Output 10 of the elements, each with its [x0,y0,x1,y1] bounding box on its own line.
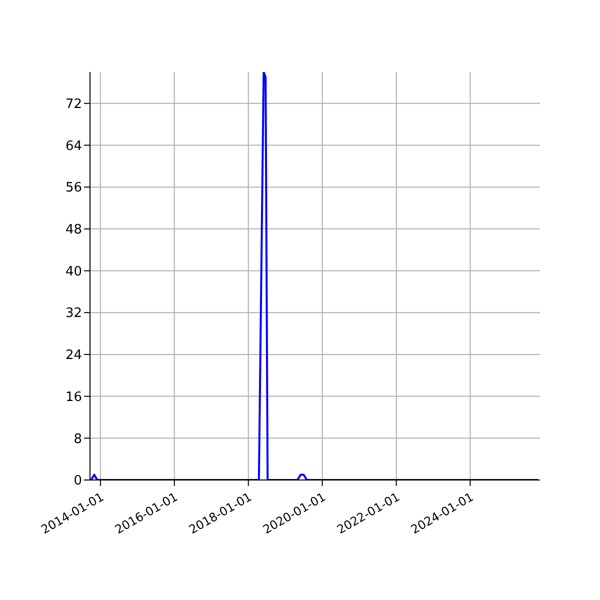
y-tick-label: 16 [65,390,82,405]
y-tick-label: 56 [65,180,82,196]
y-tick-label: 48 [65,222,82,238]
y-tick-label: 8 [74,432,82,447]
y-tick-label: 72 [65,97,82,112]
y-tick-label: 24 [65,348,82,364]
y-tick-label: 64 [65,138,82,154]
y-tick-label: 32 [65,306,82,322]
y-tick-label: 40 [65,264,82,280]
y-tick-label: 0 [74,474,82,489]
